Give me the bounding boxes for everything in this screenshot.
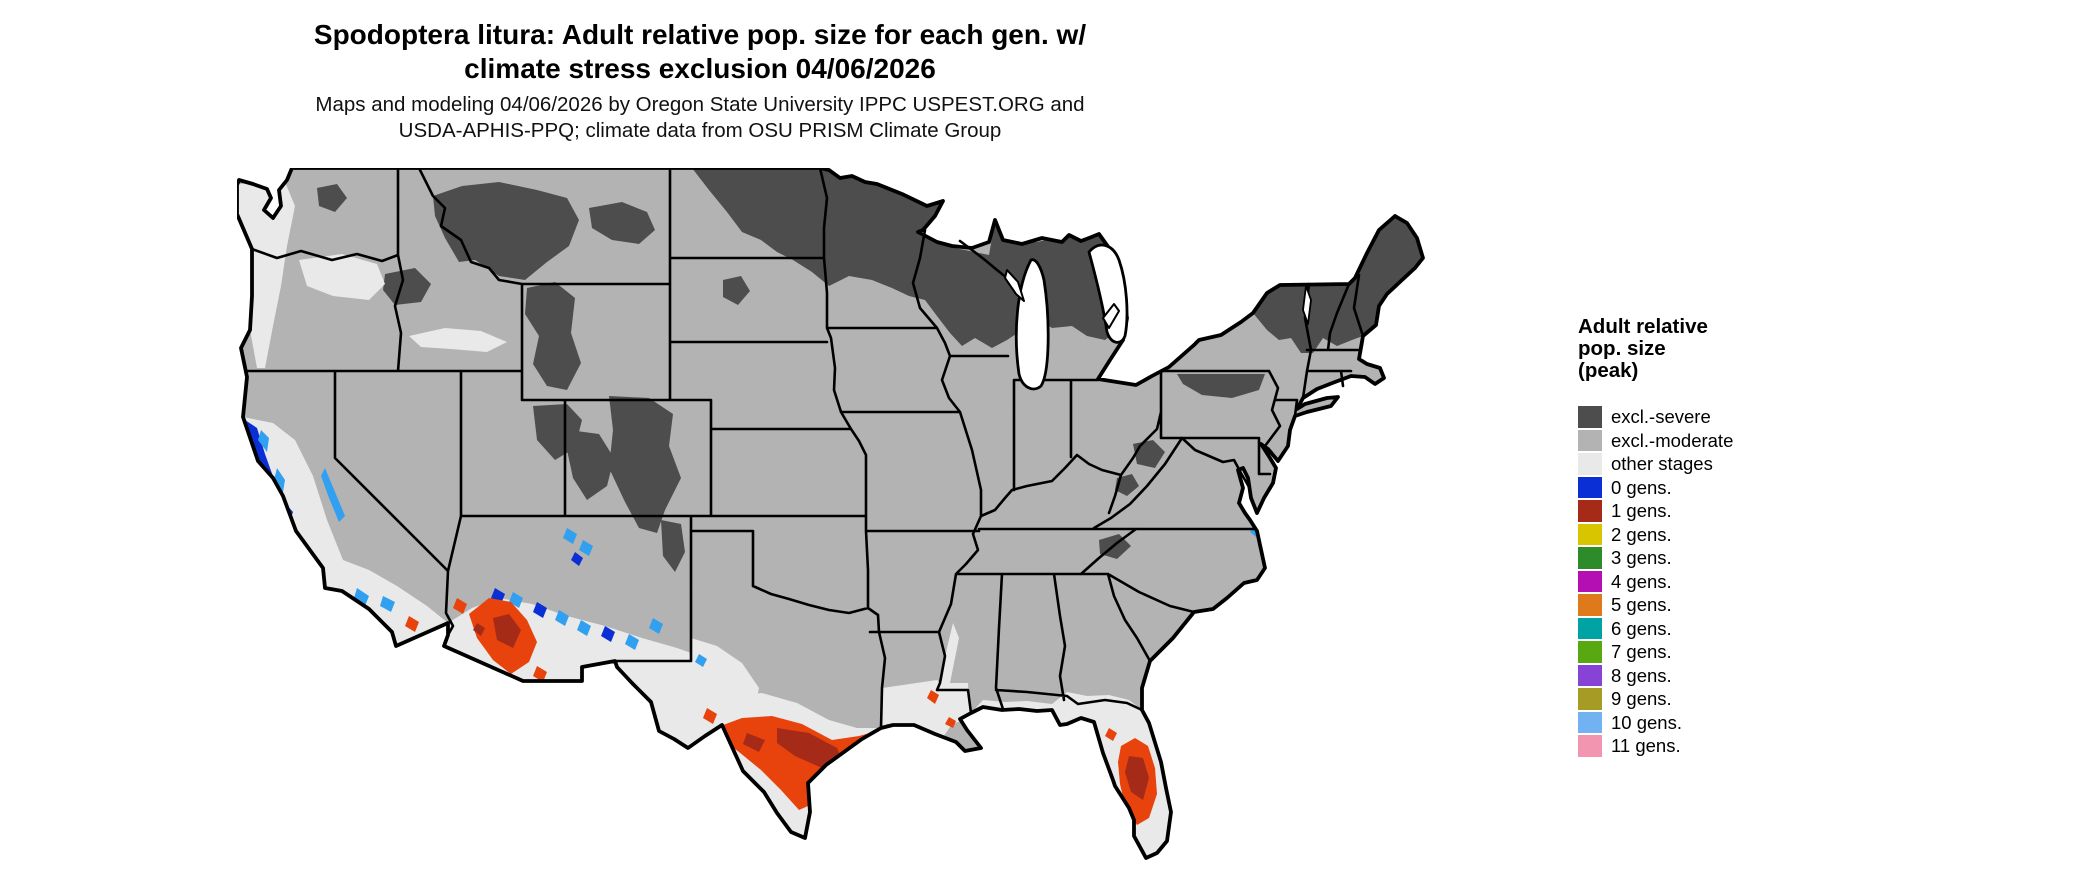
legend-swatch — [1578, 664, 1602, 686]
legend-item: 7 gens. — [1578, 641, 1908, 663]
legend-label: 10 gens. — [1611, 711, 1682, 733]
legend-items: excl.-severe excl.-moderate other stages… — [1578, 406, 1908, 757]
legend-swatch — [1578, 453, 1602, 475]
lake-huron — [1087, 243, 1129, 344]
legend-item: 11 gens. — [1578, 735, 1908, 757]
legend-swatch — [1578, 735, 1602, 757]
saginaw-bay — [1102, 303, 1120, 329]
map-legend: Adult relative pop. size (peak) excl.-se… — [1578, 316, 1908, 759]
legend-swatch — [1578, 476, 1602, 498]
legend-swatch — [1578, 594, 1602, 616]
legend-swatch — [1578, 711, 1602, 733]
state-borders — [245, 168, 1365, 730]
legend-label: excl.-moderate — [1611, 429, 1734, 451]
lake-champlain — [1302, 285, 1312, 325]
legend-label: 0 gens. — [1611, 476, 1672, 498]
legend-item: 0 gens. — [1578, 476, 1908, 498]
legend-swatch — [1578, 688, 1602, 710]
legend-item: 8 gens. — [1578, 664, 1908, 686]
legend-label: 9 gens. — [1611, 688, 1672, 709]
legend-item: 5 gens. — [1578, 594, 1908, 616]
legend-swatch — [1578, 547, 1602, 569]
legend-item: excl.-severe — [1578, 406, 1908, 428]
legend-item: 6 gens. — [1578, 617, 1908, 639]
region-group-hotspot-darkred — [473, 614, 1149, 800]
legend-label: 1 gens. — [1611, 500, 1672, 521]
us-outline — [237, 168, 1425, 860]
legend-item: excl.-moderate — [1578, 429, 1908, 451]
region-group-excl-severe — [317, 168, 1423, 572]
legend-label: 4 gens. — [1611, 570, 1672, 592]
legend-title-line-3: (peak) — [1578, 359, 1639, 382]
title-line-2: climate stress exclusion 04/06/2026 — [464, 53, 936, 84]
legend-label: 2 gens. — [1611, 523, 1672, 545]
legend-label: other stages — [1611, 453, 1713, 474]
legend-title-line-1: Adult relative — [1578, 315, 1708, 338]
subtitle-line-1: Maps and modeling 04/06/2026 by Oregon S… — [315, 93, 1085, 116]
figure-subtitle: Maps and modeling 04/06/2026 by Oregon S… — [0, 92, 1400, 144]
legend-label: 8 gens. — [1611, 664, 1672, 686]
legend-label: 6 gens. — [1611, 617, 1672, 639]
legend-swatch — [1578, 429, 1602, 451]
legend-item: 2 gens. — [1578, 523, 1908, 545]
legend-item: 10 gens. — [1578, 711, 1908, 733]
legend-item: 4 gens. — [1578, 570, 1908, 592]
map-svg — [237, 168, 1425, 860]
legend-swatch — [1578, 523, 1602, 545]
legend-item: 3 gens. — [1578, 547, 1908, 569]
legend-label: 3 gens. — [1611, 547, 1672, 568]
legend-swatch — [1578, 500, 1602, 522]
legend-swatch — [1578, 406, 1602, 428]
legend-item: 9 gens. — [1578, 688, 1908, 710]
lake-michigan — [1014, 258, 1050, 391]
great-lakes — [1004, 243, 1312, 391]
legend-item: other stages — [1578, 453, 1908, 475]
green-bay — [1004, 269, 1025, 302]
legend-label: 5 gens. — [1611, 594, 1672, 615]
legend-swatch — [1578, 641, 1602, 663]
landmass-base — [237, 168, 1423, 858]
subtitle-line-2: USDA-APHIS-PPQ; climate data from OSU PR… — [398, 119, 1002, 142]
legend-label: excl.-severe — [1611, 406, 1711, 427]
page-title: Spodoptera litura: Adult relative pop. s… — [0, 18, 1400, 86]
us-choropleth-map — [237, 168, 1452, 880]
legend-label: 11 gens. — [1611, 735, 1681, 756]
legend-label: 7 gens. — [1611, 641, 1672, 662]
title-line-1: Spodoptera litura: Adult relative pop. s… — [313, 19, 1087, 50]
legend-swatch — [1578, 570, 1602, 592]
legend-item: 1 gens. — [1578, 500, 1908, 522]
legend-swatch — [1578, 617, 1602, 639]
legend-title-line-2: pop. size — [1578, 337, 1666, 360]
